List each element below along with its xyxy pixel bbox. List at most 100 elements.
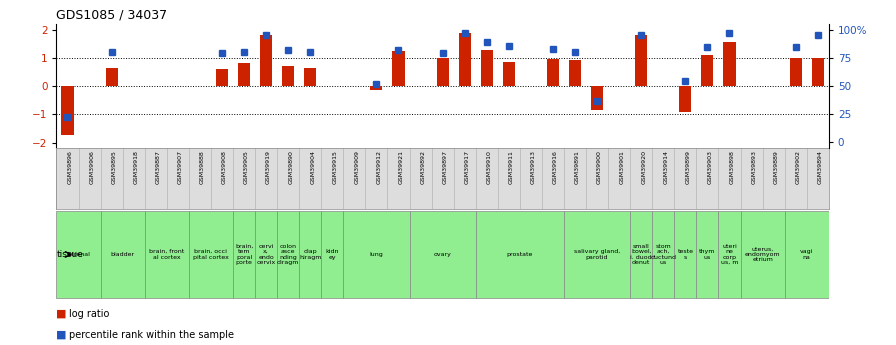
Text: teste
s: teste s (677, 249, 694, 260)
Bar (299, 210, 322, 298)
Bar (569, 60, 582, 86)
Text: GSM39912: GSM39912 (376, 150, 382, 184)
Text: GSM39896: GSM39896 (67, 150, 73, 184)
Text: GSM39919: GSM39919 (266, 150, 271, 184)
Bar (56, 210, 100, 298)
Text: lung: lung (369, 252, 383, 257)
Bar (459, 33, 470, 86)
Text: GSM39892: GSM39892 (420, 150, 426, 184)
Bar (392, 51, 405, 86)
Text: GSM39895: GSM39895 (112, 150, 116, 184)
Bar (322, 210, 343, 298)
Bar (260, 35, 272, 86)
Text: GSM39899: GSM39899 (685, 150, 690, 184)
Text: salivary gland,
parotid: salivary gland, parotid (574, 249, 620, 260)
Bar (635, 35, 647, 86)
Bar (343, 210, 409, 298)
Text: tissue: tissue (56, 250, 83, 259)
Text: brain, front
al cortex: brain, front al cortex (149, 249, 185, 260)
Bar (789, 58, 802, 86)
Text: vagi
na: vagi na (800, 249, 814, 260)
Text: GSM39889: GSM39889 (773, 150, 779, 184)
Text: GSM39913: GSM39913 (531, 150, 536, 184)
Text: percentile rank within the sample: percentile rank within the sample (69, 330, 234, 339)
Text: GSM39917: GSM39917 (465, 150, 470, 184)
Bar (785, 210, 829, 298)
Text: GSM39891: GSM39891 (575, 150, 580, 184)
Bar (547, 59, 559, 86)
Text: GSM39906: GSM39906 (90, 150, 95, 184)
Text: log ratio: log ratio (69, 309, 109, 319)
Text: GSM39915: GSM39915 (332, 150, 337, 184)
Text: brain,
tem
poral
porte: brain, tem poral porte (235, 244, 254, 265)
Text: GSM39888: GSM39888 (200, 150, 205, 184)
Bar (702, 55, 713, 86)
Text: small
bowel,
i. duod
denut: small bowel, i. duod denut (631, 244, 652, 265)
Bar (480, 50, 493, 86)
Bar (282, 67, 294, 86)
Text: GSM39898: GSM39898 (729, 150, 735, 184)
Text: GSM39894: GSM39894 (818, 150, 823, 184)
Text: GDS1085 / 34037: GDS1085 / 34037 (56, 9, 168, 22)
Text: brain, occi
pital cortex: brain, occi pital cortex (193, 249, 228, 260)
Text: GSM39904: GSM39904 (310, 150, 315, 184)
Bar (436, 58, 449, 86)
Bar (255, 210, 277, 298)
Text: uterus,
endomyom
etrium: uterus, endomyom etrium (745, 247, 780, 262)
Bar (591, 86, 603, 110)
Bar (740, 210, 785, 298)
Text: kidn
ey: kidn ey (325, 249, 339, 260)
Text: GSM39907: GSM39907 (177, 150, 183, 184)
Bar (216, 69, 228, 86)
Bar (564, 210, 630, 298)
Text: GSM39909: GSM39909 (354, 150, 359, 184)
Text: ovary: ovary (434, 252, 452, 257)
Bar (812, 58, 823, 86)
Text: bladder: bladder (110, 252, 134, 257)
Bar (409, 210, 476, 298)
Text: GSM39908: GSM39908 (222, 150, 227, 184)
Bar (652, 210, 675, 298)
Bar (145, 210, 189, 298)
Bar (277, 210, 299, 298)
Bar (503, 62, 515, 86)
Bar (679, 86, 692, 112)
Text: GSM39897: GSM39897 (443, 150, 448, 184)
Bar (696, 210, 719, 298)
Text: uteri
ne
corp
us, m: uteri ne corp us, m (720, 244, 738, 265)
Text: GSM39916: GSM39916 (553, 150, 558, 184)
Bar (723, 42, 736, 86)
Bar (675, 210, 696, 298)
Text: cervi
x,
endo
cervix: cervi x, endo cervix (256, 244, 276, 265)
Text: GSM39921: GSM39921 (399, 150, 403, 184)
Text: GSM39903: GSM39903 (708, 150, 712, 184)
Text: thym
us: thym us (699, 249, 716, 260)
Bar (189, 210, 233, 298)
Text: GSM39920: GSM39920 (642, 150, 646, 184)
Text: ■: ■ (56, 330, 67, 339)
Text: GSM39905: GSM39905 (244, 150, 249, 184)
Bar (719, 210, 740, 298)
Text: adrenal: adrenal (66, 252, 90, 257)
Bar (476, 210, 564, 298)
Bar (62, 86, 73, 135)
Bar (233, 210, 255, 298)
Bar (106, 68, 117, 86)
Text: GSM39890: GSM39890 (289, 150, 293, 184)
Bar (238, 63, 250, 86)
Text: GSM39902: GSM39902 (796, 150, 801, 184)
Text: GSM39918: GSM39918 (134, 150, 139, 184)
Text: GSM39914: GSM39914 (663, 150, 668, 184)
Text: GSM39900: GSM39900 (597, 150, 602, 184)
Text: prostate: prostate (506, 252, 533, 257)
Text: stom
ach,
ductund
us: stom ach, ductund us (650, 244, 676, 265)
Text: GSM39887: GSM39887 (156, 150, 160, 184)
Text: diap
hiragm: diap hiragm (299, 249, 322, 260)
Bar (370, 86, 383, 90)
Text: GSM39893: GSM39893 (752, 150, 756, 184)
Bar (100, 210, 145, 298)
Text: GSM39901: GSM39901 (619, 150, 625, 184)
Text: GSM39911: GSM39911 (509, 150, 513, 184)
Text: colon
asce
nding
diragm: colon asce nding diragm (277, 244, 299, 265)
Text: ■: ■ (56, 309, 67, 319)
